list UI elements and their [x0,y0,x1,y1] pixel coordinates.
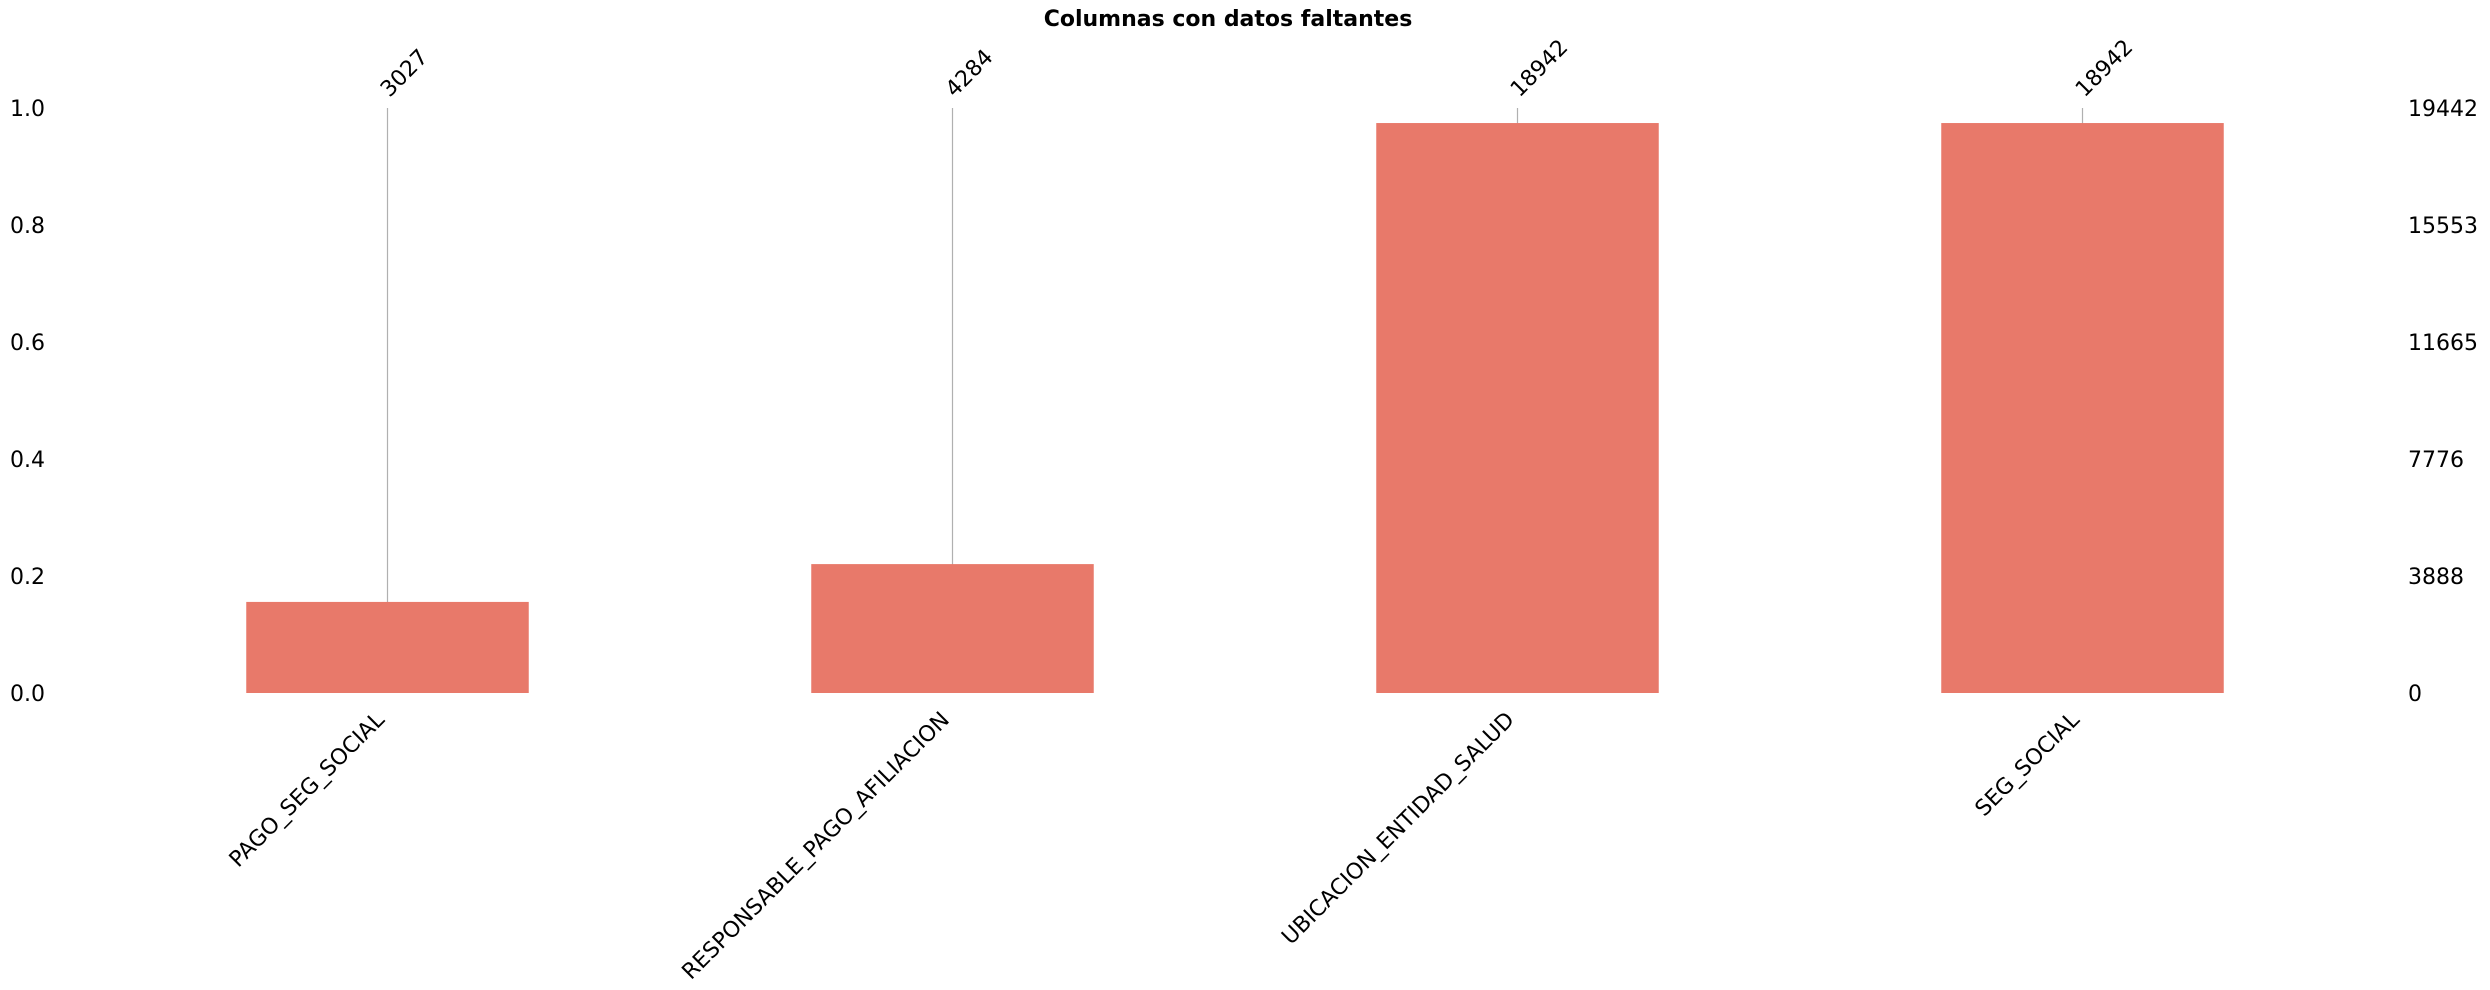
count-label: 18942 [1506,35,1573,102]
column-guide-lines [388,108,2083,693]
bar [1941,123,2224,693]
category-label: RESPONSABLE_PAGO_AFILIACION [678,708,955,985]
left-tick-label: 0.8 [10,214,45,239]
right-tick-label: 3888 [2408,565,2464,590]
left-tick-label: 0.6 [10,331,45,356]
left-tick-label: 0.2 [10,565,45,590]
bar [1376,123,1659,693]
category-labels: PAGO_SEG_SOCIAL RESPONSABLE_PAGO_AFILIACI… [225,707,2085,985]
bar [811,564,1094,693]
left-tick-label: 0.4 [10,448,45,473]
bars-group [246,123,2224,693]
top-count-labels: 3027 4284 18942 18942 [376,35,2138,102]
category-label: PAGO_SEG_SOCIAL [225,707,390,872]
left-tick-label: 0.0 [10,682,45,707]
right-tick-label: 19442 [2408,97,2478,122]
right-tick-label: 0 [2408,682,2422,707]
left-tick-label: 1.0 [10,97,45,122]
count-label: 4284 [941,45,998,102]
left-axis-ticks: 0.0 0.2 0.4 0.6 0.8 1.0 [10,97,45,707]
right-tick-label: 15553 [2408,214,2478,239]
bar [246,602,529,693]
chart-title: Columnas con datos faltantes [1044,7,1413,32]
right-axis-ticks: 0 3888 7776 11665 15553 19442 [2408,97,2478,707]
category-label: UBICACION_ENTIDAD_SALUD [1277,708,1519,950]
right-tick-label: 7776 [2408,448,2464,473]
count-label: 3027 [376,45,433,102]
category-label: SEG_SOCIAL [1971,707,2086,822]
count-label: 18942 [2071,35,2138,102]
right-tick-label: 11665 [2408,331,2478,356]
